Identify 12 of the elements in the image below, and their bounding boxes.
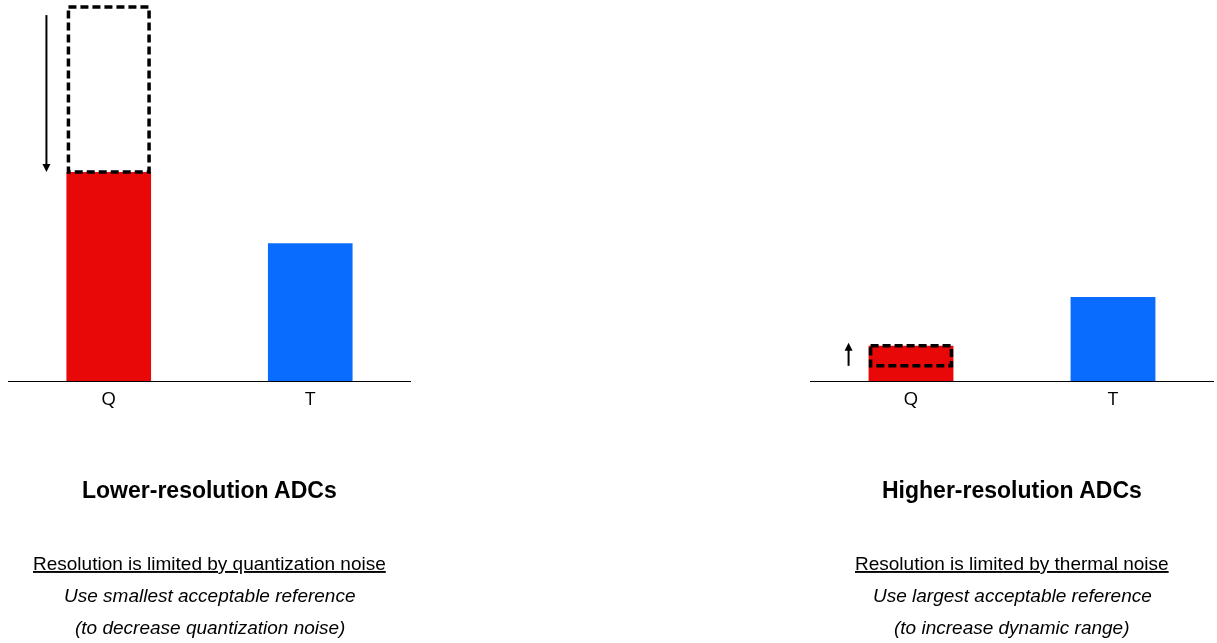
text: Resolution is limited by thermal noise [855,553,1169,574]
text: Use largest acceptable reference [873,585,1152,606]
x-tick-label: Q [101,384,117,411]
text: Higher-resolution ADCs [882,477,1142,503]
text: (to increase dynamic range) [894,617,1130,638]
text: (to decrease quantization noise) [75,617,346,638]
x-tick-label: T [305,384,317,411]
text: Resolution is limited by quantization noise [33,553,386,574]
x-tick-label: T [1107,384,1119,411]
x-tick-label: Q [903,384,919,411]
text: Lower-resolution ADCs [82,477,337,503]
text: Use smallest acceptable reference [64,585,356,606]
